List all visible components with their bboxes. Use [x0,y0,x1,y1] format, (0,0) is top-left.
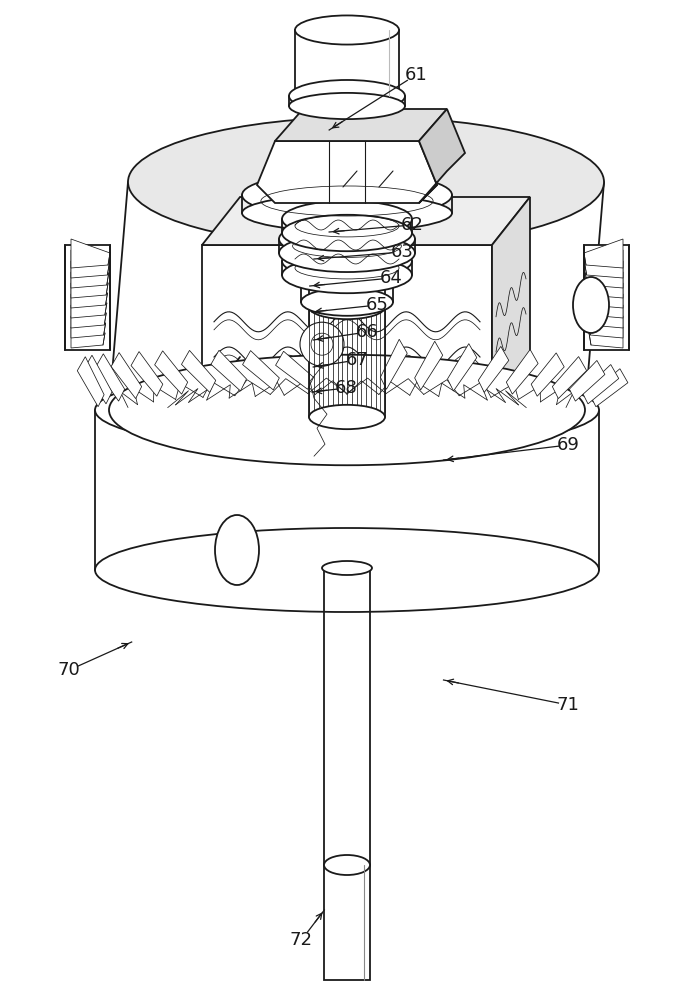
Polygon shape [552,357,586,399]
Polygon shape [414,341,443,390]
Polygon shape [492,197,530,405]
Circle shape [300,322,344,366]
Polygon shape [243,351,279,390]
Ellipse shape [95,368,599,452]
Polygon shape [71,239,110,268]
Ellipse shape [573,277,609,333]
Polygon shape [131,352,163,396]
Text: 71: 71 [556,696,580,714]
Polygon shape [584,239,623,268]
Polygon shape [419,109,465,203]
Ellipse shape [295,15,399,45]
Polygon shape [570,360,605,401]
Polygon shape [211,350,247,391]
Ellipse shape [242,195,452,231]
Text: 68: 68 [335,379,358,397]
Polygon shape [295,30,399,96]
Polygon shape [78,357,104,407]
Ellipse shape [322,561,372,575]
Polygon shape [586,283,623,308]
Ellipse shape [282,243,412,279]
Text: 67: 67 [345,351,369,369]
Polygon shape [588,305,623,328]
Ellipse shape [301,288,393,316]
Polygon shape [586,261,623,288]
Polygon shape [71,261,109,288]
Polygon shape [587,294,623,318]
Polygon shape [589,327,623,348]
Polygon shape [582,365,619,404]
Text: 70: 70 [58,661,80,679]
Ellipse shape [282,201,412,237]
Polygon shape [71,272,108,298]
Text: 63: 63 [390,243,414,261]
Polygon shape [586,272,623,298]
Ellipse shape [301,266,393,294]
Polygon shape [84,355,112,404]
Polygon shape [588,316,623,338]
Polygon shape [155,351,188,394]
Polygon shape [276,351,313,389]
Ellipse shape [215,515,259,585]
Ellipse shape [282,257,412,293]
Polygon shape [380,339,407,389]
Polygon shape [65,245,110,350]
Ellipse shape [109,355,585,465]
Polygon shape [71,327,105,348]
Polygon shape [324,865,370,980]
Ellipse shape [309,405,385,429]
Polygon shape [182,350,216,392]
Ellipse shape [128,117,604,247]
Polygon shape [532,353,564,396]
Text: 65: 65 [366,296,389,314]
Polygon shape [590,369,628,407]
Ellipse shape [242,172,452,218]
Text: 69: 69 [556,436,580,454]
Polygon shape [478,346,509,392]
Polygon shape [257,141,437,203]
Polygon shape [71,294,107,318]
Ellipse shape [289,80,405,112]
Polygon shape [275,109,447,141]
Text: 61: 61 [405,66,427,84]
Ellipse shape [282,215,412,251]
Text: 72: 72 [290,931,313,949]
Polygon shape [96,354,125,401]
Polygon shape [71,316,105,338]
Polygon shape [111,353,141,399]
Ellipse shape [324,855,370,875]
Ellipse shape [279,220,415,258]
Text: 62: 62 [401,216,424,234]
Polygon shape [202,245,492,405]
Ellipse shape [95,528,599,612]
Polygon shape [202,197,530,245]
Polygon shape [585,250,623,278]
Polygon shape [507,349,538,394]
Ellipse shape [279,234,415,272]
Polygon shape [448,344,477,391]
Ellipse shape [309,295,385,319]
Text: 64: 64 [380,269,403,287]
Text: 66: 66 [356,323,378,341]
Ellipse shape [289,93,405,119]
Polygon shape [71,305,106,328]
Polygon shape [71,250,109,278]
Polygon shape [584,245,629,350]
Polygon shape [71,283,107,308]
